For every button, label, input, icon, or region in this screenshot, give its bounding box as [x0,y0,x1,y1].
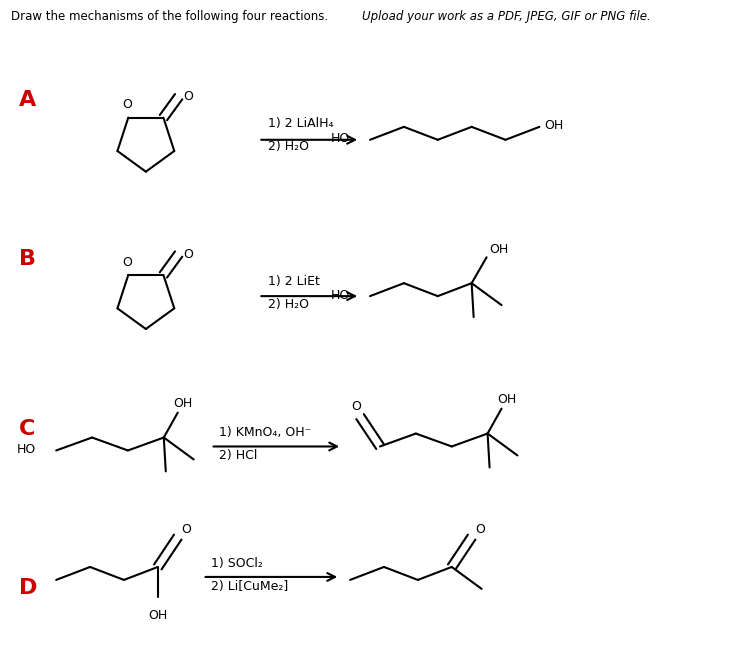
Text: OH: OH [490,243,509,256]
Text: 1) 2 LiAlH₄: 1) 2 LiAlH₄ [268,117,334,130]
Text: A: A [20,90,37,110]
Text: 2) HCl: 2) HCl [219,449,257,462]
Text: C: C [20,419,35,439]
Text: O: O [123,98,132,111]
Text: O: O [183,247,193,260]
Text: HO: HO [331,132,350,145]
Text: 2) H₂O: 2) H₂O [268,298,309,311]
Text: OH: OH [498,393,517,406]
Text: O: O [183,90,193,103]
Text: OH: OH [174,397,193,410]
Text: Upload your work as a PDF, JPEG, GIF or PNG file.: Upload your work as a PDF, JPEG, GIF or … [362,10,650,23]
Text: 2) Li[CuMe₂]: 2) Li[CuMe₂] [211,581,288,593]
Text: OH: OH [148,609,168,622]
Text: 1) 2 LiEt: 1) 2 LiEt [268,275,320,288]
Text: HO: HO [331,288,350,301]
Text: 1) KMnO₄, OH⁻: 1) KMnO₄, OH⁻ [219,426,311,439]
Text: 1) SOCl₂: 1) SOCl₂ [211,557,262,570]
Text: D: D [20,578,38,598]
Text: HO: HO [17,443,36,456]
Text: Draw the mechanisms of the following four reactions.: Draw the mechanisms of the following fou… [11,10,332,23]
Text: O: O [123,255,132,268]
Text: 2) H₂O: 2) H₂O [268,140,309,153]
Text: B: B [20,249,36,270]
Text: O: O [351,400,361,413]
Text: O: O [182,523,192,536]
Text: O: O [475,523,486,536]
Text: OH: OH [544,119,564,132]
